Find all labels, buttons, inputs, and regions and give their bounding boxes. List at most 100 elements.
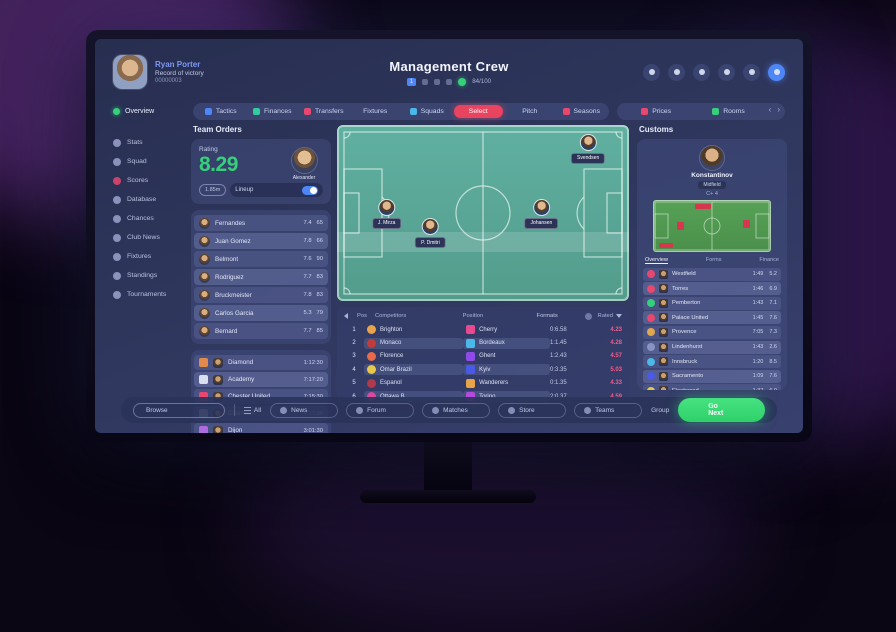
football-pitch[interactable]: J. Mirza P. Dmitri Johansen xyxy=(337,125,629,301)
fixture-row[interactable]: Academy 7:17:20 xyxy=(194,372,328,387)
player-row[interactable]: Bruckmeister 7.8 83 xyxy=(194,287,328,303)
tab[interactable]: Seasons xyxy=(557,105,607,118)
sidebar: Stats Squad Scores Database xyxy=(113,133,185,385)
match-table-row[interactable]: 2 Monaco Bordeaux 1:1.45 4.28 xyxy=(344,336,622,349)
tab[interactable]: Finances xyxy=(248,105,298,118)
lineup-pill[interactable]: Lineup xyxy=(230,183,323,197)
bottom-bar-button[interactable]: Matches xyxy=(422,402,491,418)
standings-row[interactable]: Sacramento 1:09 7.6 xyxy=(643,369,781,383)
selected-player-name: Konstantinov xyxy=(691,172,733,179)
bottom-bar-button[interactable]: Store xyxy=(498,402,567,418)
chevron-right-icon[interactable]: › xyxy=(777,104,780,114)
bottom-bar-button[interactable]: Forum xyxy=(346,402,415,418)
col-overview[interactable]: Overview xyxy=(645,257,668,264)
profile-icon[interactable] xyxy=(768,63,785,81)
match-table-row[interactable]: 4 Omar Brazil Kyiv 0:3.35 5.03 xyxy=(344,363,622,376)
bottom-bar-button[interactable]: Teams xyxy=(574,402,643,418)
sort-desc-icon[interactable] xyxy=(616,314,622,318)
fixture-row[interactable]: Dijon 3:01:30 xyxy=(194,423,328,433)
standings-row[interactable]: Westfield 1:49 5.2 xyxy=(643,267,781,281)
tab[interactable]: Transfers xyxy=(299,105,349,118)
sidebar-item[interactable]: Standings xyxy=(113,266,185,285)
bell-icon[interactable] xyxy=(743,63,760,81)
overview-label: Overview xyxy=(125,107,155,115)
col-pos: Pos xyxy=(357,313,367,319)
chat-icon[interactable] xyxy=(668,63,685,81)
competitor-avatar xyxy=(367,365,376,375)
user-icon[interactable] xyxy=(643,63,660,81)
match-table-row[interactable]: 1 Brighton Cherry 0:6.58 4.23 xyxy=(344,323,622,336)
pitch-player-marker[interactable]: Svendsen xyxy=(570,133,606,164)
standings-row[interactable]: Torres 1:46 6.9 xyxy=(643,282,781,296)
filter-all-button[interactable]: All xyxy=(243,406,261,414)
stats-icon xyxy=(113,138,121,147)
standings-row[interactable]: Innsbruck 1:20 8.5 xyxy=(643,355,781,369)
standings-row[interactable]: Lindenhurst 1:43 2.6 xyxy=(643,340,781,354)
col-competitors[interactable]: Competitors xyxy=(375,313,407,319)
pitch-player-marker[interactable]: P. Dmitri xyxy=(415,218,446,249)
clock-icon xyxy=(434,78,441,85)
sidebar-item[interactable]: Chances xyxy=(113,209,185,228)
tab[interactable]: Rooms xyxy=(692,105,764,118)
sidebar-item-overview[interactable]: Overview xyxy=(113,107,185,115)
chevron-left-icon[interactable]: ‹ xyxy=(768,104,772,114)
player-row[interactable]: Belmont 7.6 90 xyxy=(194,251,328,267)
col-formats[interactable]: Formats xyxy=(536,313,558,319)
player-row[interactable]: Fernandes 7.4 65 xyxy=(194,215,328,231)
club-avatar xyxy=(659,298,668,308)
standings-row[interactable]: Palace United 1:45 7.6 xyxy=(643,311,781,325)
competitor-name: Florence xyxy=(380,353,404,360)
tab[interactable]: Squads xyxy=(402,105,452,118)
sidebar-item[interactable]: Stats xyxy=(113,133,185,152)
category-icon xyxy=(584,406,592,414)
tab[interactable]: Pitch xyxy=(505,105,555,118)
tab[interactable]: Prices xyxy=(620,105,692,118)
lineup-toggle[interactable] xyxy=(302,185,318,195)
sidebar-item[interactable]: Squad xyxy=(113,152,185,171)
browse-input[interactable]: Browse xyxy=(133,402,225,418)
standings-row[interactable]: Pemberton 1:43 7.1 xyxy=(643,296,781,310)
player-row[interactable]: Bernard 7.7 85 xyxy=(194,323,328,339)
user-profile[interactable]: Ryan Porter Record of victory 00000003 xyxy=(113,55,311,89)
club-time-value: 1:37 xyxy=(753,388,764,390)
player-avatar xyxy=(199,217,210,229)
pitch-player-marker[interactable]: Johansen xyxy=(524,198,559,229)
sidebar-item[interactable]: Database xyxy=(113,190,185,209)
tab[interactable]: Fixtures xyxy=(351,105,401,118)
standings-row[interactable]: Fleetwood 1:37 6.0 xyxy=(643,384,781,390)
bottom-bar-button[interactable]: News xyxy=(270,402,339,418)
col-finance[interactable]: Finance xyxy=(759,257,779,263)
headset-icon[interactable] xyxy=(718,63,735,81)
player-name: Juan Gomez xyxy=(215,237,251,245)
col-position[interactable]: Position xyxy=(462,313,484,319)
player-name: Carlos Garcia xyxy=(215,309,254,317)
plus-icon[interactable] xyxy=(446,78,453,85)
player-row[interactable]: Juan Gomez 7.8 66 xyxy=(194,233,328,249)
mini-pitch[interactable] xyxy=(653,200,771,252)
standings-row[interactable]: Provence 7:05 7.3 xyxy=(643,325,781,339)
club-rating-value: 6.9 xyxy=(769,285,777,292)
continue-button[interactable]: Go Next xyxy=(678,398,765,422)
clock-icon[interactable] xyxy=(693,63,710,81)
match-table-row[interactable]: 3 Florence Ghent 1:2.43 4.57 xyxy=(344,350,622,363)
sidebar-item[interactable]: Scores xyxy=(113,171,185,190)
competitor-name: Monaco xyxy=(380,340,402,347)
sidebar-item[interactable]: Fixtures xyxy=(113,247,185,266)
tab[interactable]: Tactics xyxy=(196,105,246,118)
standings-icon xyxy=(113,271,121,280)
sidebar-item[interactable]: Club News xyxy=(113,228,185,247)
tab[interactable]: Select xyxy=(453,104,503,118)
player-stat: 65 xyxy=(316,220,323,226)
sidebar-item-label: Squad xyxy=(127,158,147,165)
player-row[interactable]: Rodriguez 7.7 83 xyxy=(194,269,328,285)
pitch-player-marker[interactable]: J. Mirza xyxy=(371,198,402,229)
match-table-row[interactable]: 5 Espanol Wanderers 0:1.35 4.33 xyxy=(344,377,622,390)
sidebar-item[interactable]: Tournaments xyxy=(113,285,185,304)
player-rating: 7.7 xyxy=(303,274,312,280)
fixture-row[interactable]: Diamond 1:12:30 xyxy=(194,355,328,370)
match-table-row[interactable]: 6 Ottawa B Torino 2:0.37 4.59 xyxy=(344,390,622,403)
collapse-left-icon[interactable] xyxy=(344,313,348,319)
col-forms[interactable]: Forms xyxy=(705,257,722,263)
player-row[interactable]: Carlos Garcia 5.3 79 xyxy=(194,305,328,321)
col-rated[interactable]: Rated xyxy=(597,313,613,319)
